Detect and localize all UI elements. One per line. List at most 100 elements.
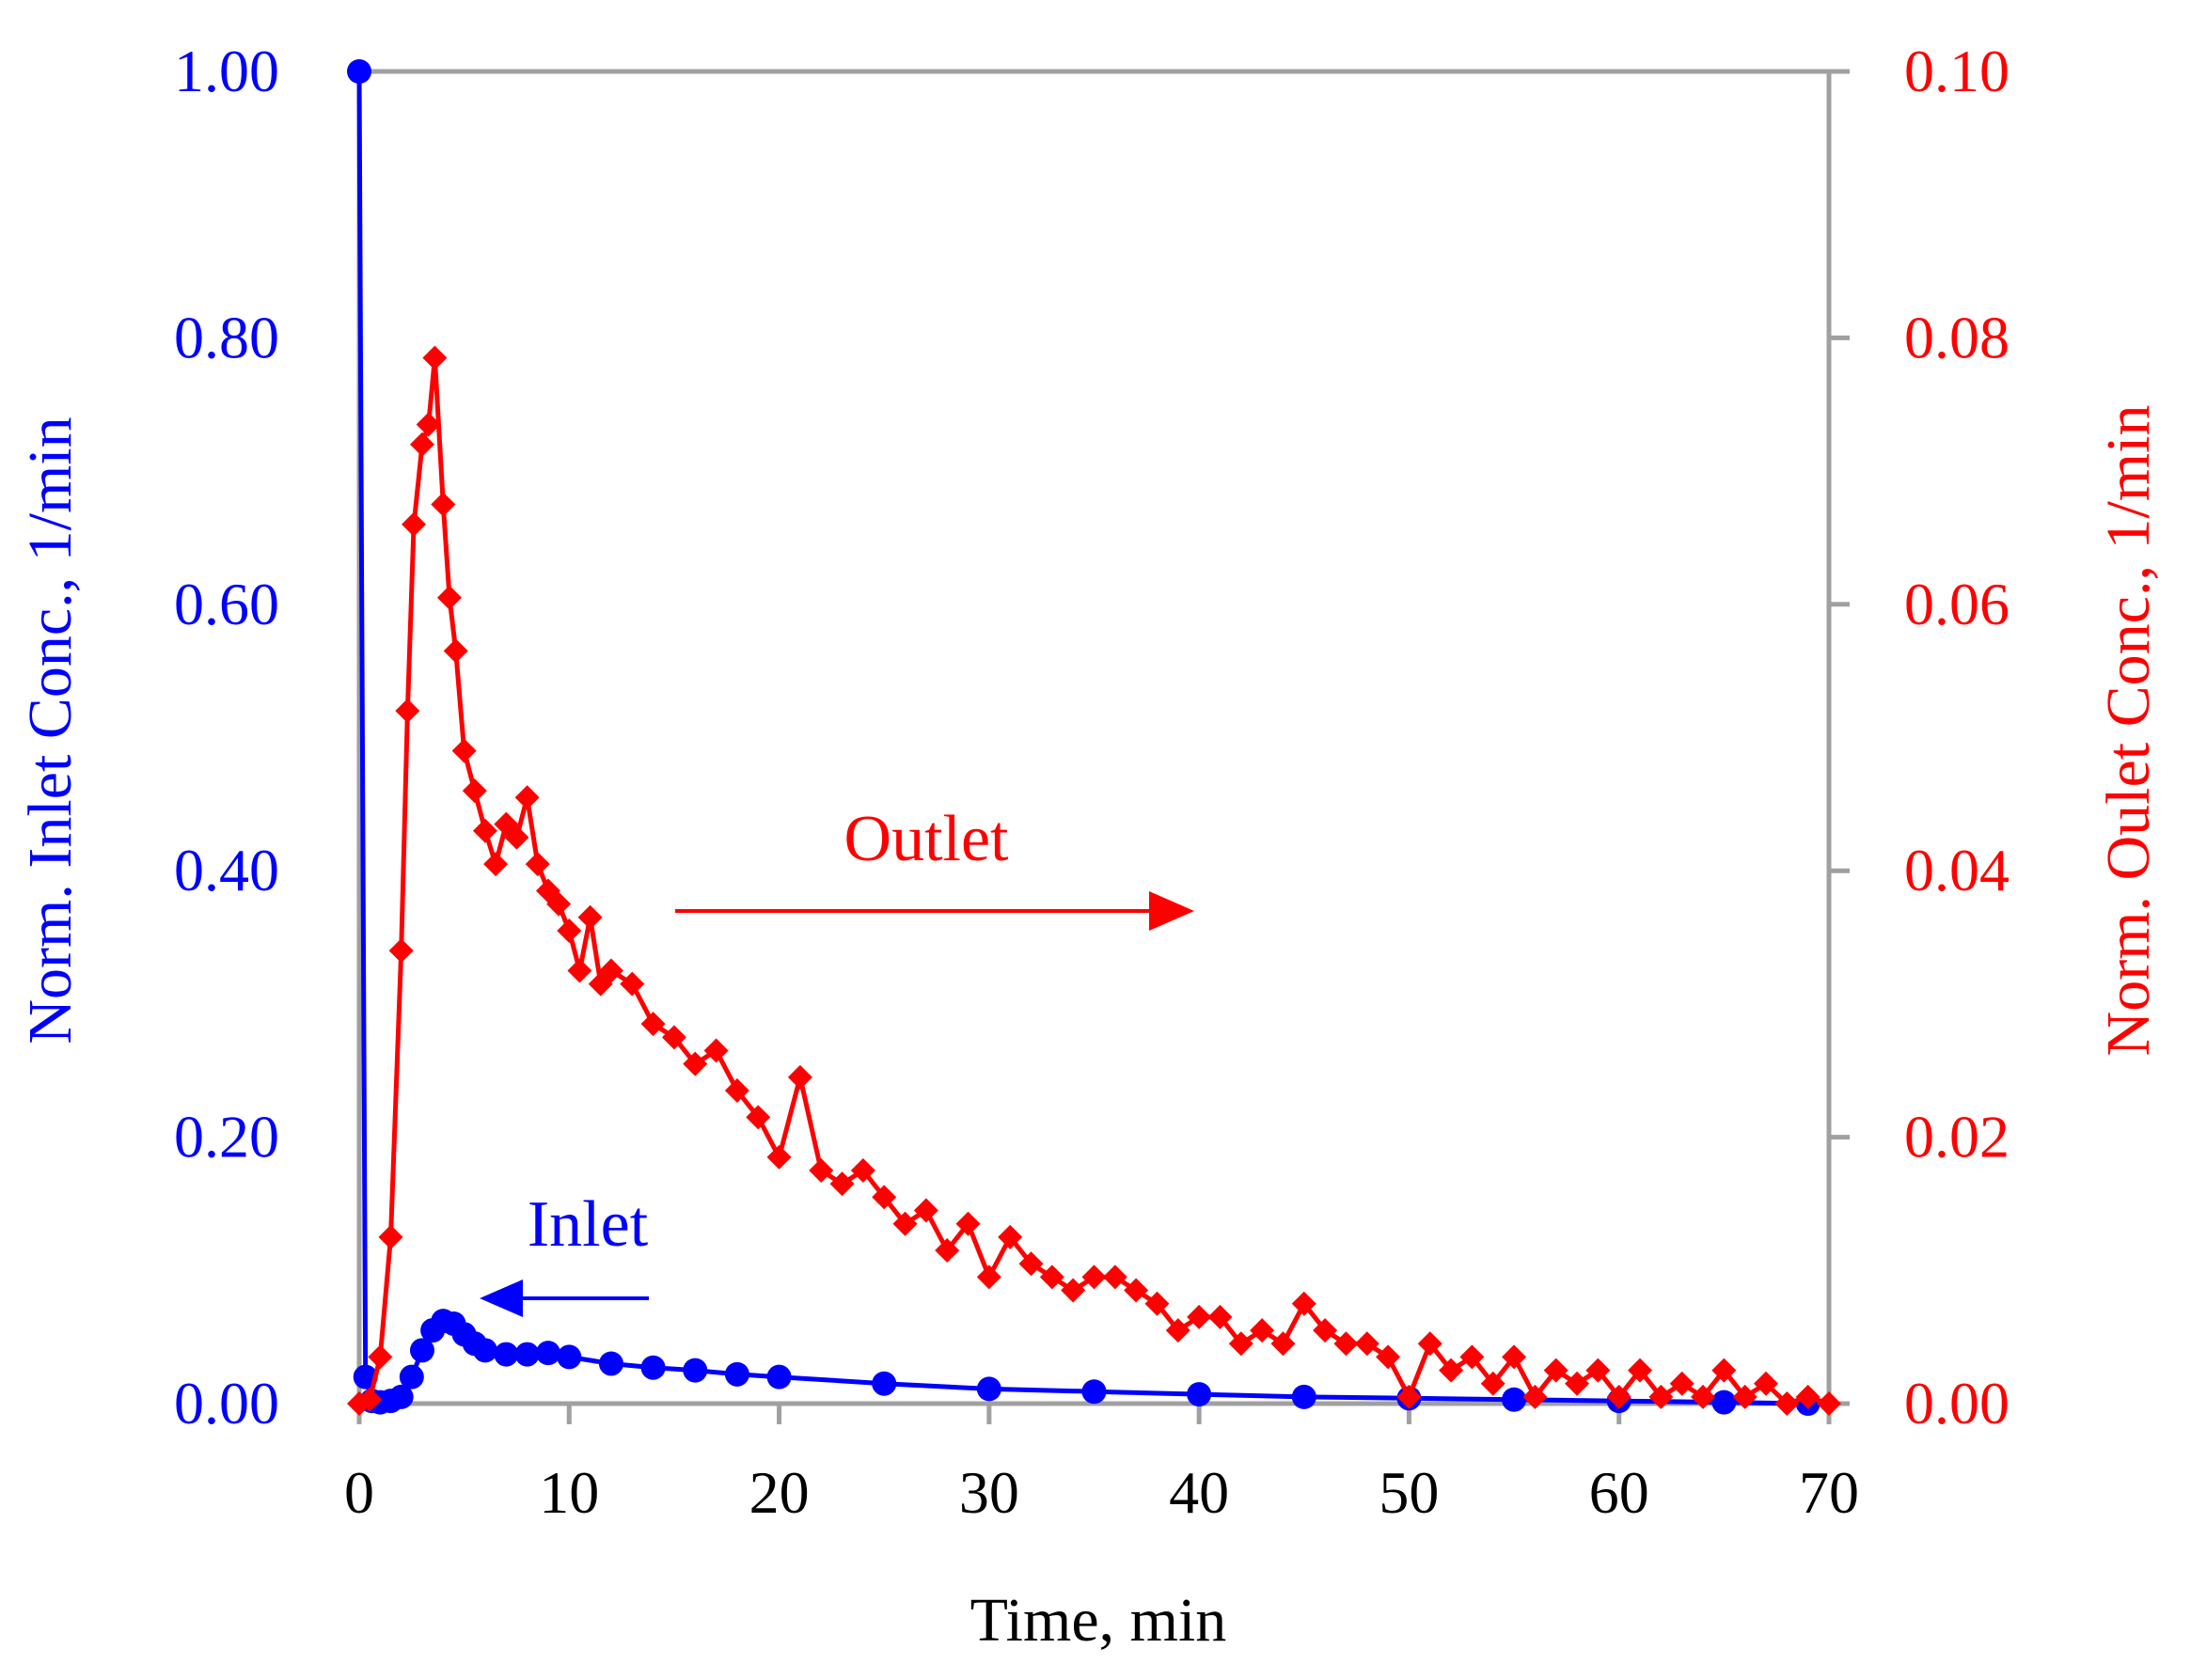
inlet-label: Inlet bbox=[528, 1188, 649, 1261]
outlet-point bbox=[1585, 1358, 1611, 1383]
outlet-point bbox=[766, 1144, 792, 1170]
outlet-point bbox=[437, 585, 463, 610]
outlet-point bbox=[368, 1344, 393, 1370]
x-tick-label: 10 bbox=[539, 1459, 599, 1526]
inlet-point bbox=[514, 1342, 540, 1367]
outlet-point bbox=[451, 738, 477, 763]
series-layer bbox=[347, 59, 1841, 1416]
inlet-point bbox=[1187, 1382, 1212, 1407]
outlet-point bbox=[409, 432, 434, 457]
outlet-point bbox=[1691, 1384, 1716, 1409]
outlet-point bbox=[462, 778, 487, 804]
outlet-point bbox=[1061, 1278, 1086, 1303]
outlet-point bbox=[724, 1078, 749, 1104]
x-tick-label: 20 bbox=[749, 1459, 810, 1526]
inlet-arrow-head bbox=[480, 1280, 523, 1317]
outlet-point bbox=[567, 958, 592, 983]
outlet-point bbox=[378, 1224, 403, 1249]
outlet-point bbox=[514, 785, 540, 810]
y-right-tick-label: 0.08 bbox=[1904, 304, 2010, 370]
y-left-tick-label: 0.40 bbox=[174, 837, 279, 903]
inlet-point bbox=[1291, 1384, 1316, 1409]
outlet-point bbox=[1124, 1278, 1149, 1303]
y-right-tick-label: 0.00 bbox=[1904, 1370, 2010, 1437]
outlet-point bbox=[1102, 1264, 1127, 1290]
outlet-point bbox=[1354, 1331, 1379, 1357]
outlet-point bbox=[1333, 1331, 1359, 1357]
outlet-point bbox=[620, 971, 645, 997]
inlet-point bbox=[347, 59, 371, 84]
outlet-point bbox=[472, 818, 497, 843]
x-axis-title: Time, min bbox=[970, 1586, 1227, 1655]
outlet-point bbox=[598, 958, 623, 983]
outlet-point bbox=[1270, 1331, 1296, 1357]
outlet-point bbox=[935, 1238, 960, 1264]
outlet-point bbox=[395, 699, 420, 724]
y-left-tick-label: 0.60 bbox=[174, 571, 279, 637]
outlet-point bbox=[1376, 1344, 1401, 1370]
inlet-point bbox=[976, 1376, 1001, 1402]
inlet-point bbox=[724, 1361, 749, 1387]
inlet-point bbox=[598, 1351, 623, 1376]
outlet-point bbox=[955, 1211, 981, 1236]
inlet-point bbox=[1081, 1379, 1107, 1405]
outlet-point bbox=[809, 1158, 834, 1184]
x-tick-label: 30 bbox=[959, 1459, 1019, 1526]
y-right-tick-label: 0.02 bbox=[1904, 1104, 2010, 1170]
y-left-tick-label: 0.20 bbox=[174, 1104, 279, 1170]
outlet-point bbox=[416, 412, 441, 437]
x-tick-label: 40 bbox=[1169, 1459, 1229, 1526]
outlet-point bbox=[892, 1211, 918, 1236]
inlet-point bbox=[872, 1371, 897, 1396]
outlet-point bbox=[1039, 1264, 1064, 1290]
outlet-point bbox=[703, 1038, 729, 1063]
x-tick-label: 70 bbox=[1799, 1459, 1859, 1526]
outlet-point bbox=[1732, 1384, 1758, 1409]
outlet-point bbox=[525, 852, 550, 877]
y-left-tick-label: 0.00 bbox=[174, 1370, 279, 1437]
outlet-point bbox=[1648, 1384, 1674, 1409]
outlet-point bbox=[1291, 1291, 1316, 1316]
outlet-point bbox=[388, 938, 414, 964]
outlet-point bbox=[483, 852, 509, 877]
inlet-point bbox=[683, 1358, 708, 1383]
outlet-point bbox=[1313, 1318, 1338, 1343]
outlet-point bbox=[504, 824, 529, 850]
outlet-point bbox=[913, 1198, 938, 1223]
y-left-tick-label: 1.00 bbox=[174, 38, 279, 104]
y-right-tick-label: 0.04 bbox=[1904, 837, 2010, 903]
inlet-point bbox=[494, 1342, 519, 1367]
y-right-tick-label: 0.10 bbox=[1904, 38, 2010, 104]
outlet-arrow-head bbox=[1149, 891, 1194, 931]
outlet-point bbox=[1795, 1384, 1821, 1409]
outlet-point bbox=[998, 1224, 1023, 1249]
outlet-point bbox=[1711, 1358, 1737, 1383]
outlet-point bbox=[1543, 1358, 1568, 1383]
outlet-point bbox=[683, 1051, 708, 1076]
y-axis-right-title: Norm. Oulet Conc., 1/min bbox=[2094, 405, 2163, 1057]
inlet-annotation: Inlet bbox=[480, 1188, 649, 1317]
outlet-point bbox=[872, 1185, 897, 1210]
outlet-point bbox=[577, 904, 603, 930]
outlet-point bbox=[850, 1158, 875, 1184]
y-axis-left: 0.00 0.20 0.40 0.60 0.80 1.00 bbox=[174, 38, 279, 1437]
outlet-point bbox=[1817, 1391, 1841, 1416]
outlet-point bbox=[1628, 1358, 1653, 1383]
y-axis-left-title: Norm. Inlet Conc., 1/min bbox=[16, 416, 85, 1044]
inlet-point bbox=[1502, 1387, 1527, 1412]
y-axis-right: 0.00 0.02 0.04 0.06 0.08 0.10 bbox=[1829, 38, 2010, 1437]
outlet-point bbox=[1396, 1384, 1422, 1409]
x-tick-label: 50 bbox=[1379, 1459, 1439, 1526]
outlet-point bbox=[1417, 1331, 1442, 1357]
inlet-point bbox=[535, 1341, 560, 1366]
outlet-point bbox=[422, 345, 448, 370]
outlet-point bbox=[787, 1064, 812, 1090]
outlet-point bbox=[1459, 1344, 1485, 1370]
outlet-point bbox=[431, 492, 456, 517]
outlet-point bbox=[1165, 1318, 1190, 1343]
outlet-point bbox=[640, 1012, 666, 1037]
outlet-point bbox=[1502, 1344, 1527, 1370]
outlet-label: Outlet bbox=[844, 803, 1010, 875]
y-right-tick-label: 0.06 bbox=[1904, 571, 2010, 637]
